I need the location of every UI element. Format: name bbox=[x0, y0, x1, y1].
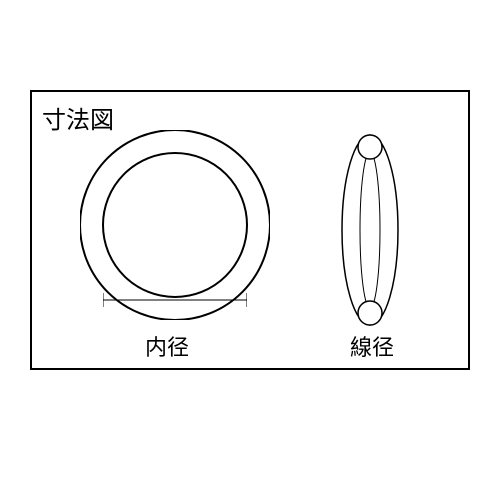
inner-diameter-dimension-line bbox=[103, 290, 247, 310]
diagram-canvas: 寸法図 内径 線径 bbox=[0, 0, 500, 500]
oring-side-view bbox=[335, 130, 405, 330]
inner-diameter-label: 内径 bbox=[145, 330, 189, 362]
wire-diameter-label: 線径 bbox=[350, 330, 394, 362]
